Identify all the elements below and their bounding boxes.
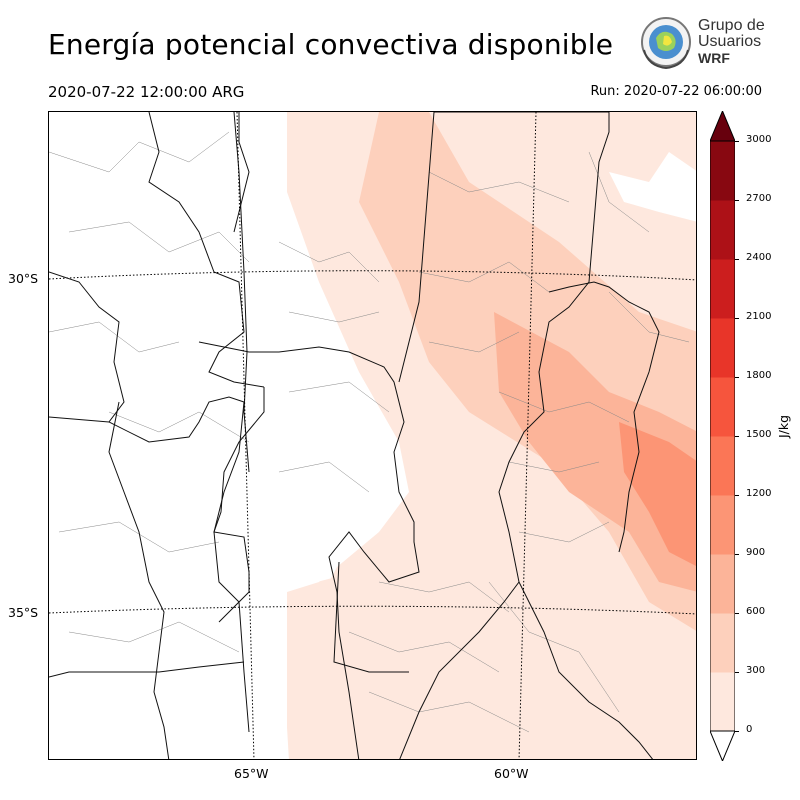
colorbar-tick-mark xyxy=(735,731,739,732)
colorbar xyxy=(710,111,735,761)
colorbar-bin xyxy=(710,318,735,378)
colorbar-tick-mark xyxy=(735,259,739,260)
lon-label-65w: 65°W xyxy=(234,766,269,781)
colorbar-bin xyxy=(710,259,735,319)
cape-field-gap xyxy=(287,112,389,592)
colorbar-bin xyxy=(710,613,735,673)
logo-emblem-icon xyxy=(641,17,691,70)
colorbar-label: J/kg xyxy=(776,414,791,438)
run-time: Run: 2020-07-22 06:00:00 xyxy=(590,84,762,99)
colorbar-bin xyxy=(710,495,735,555)
colorbar-tick-label: 1500 xyxy=(746,429,772,440)
colorbar-tick-label: 0 xyxy=(746,724,753,735)
logo-text: Grupo de Usuarios WRF xyxy=(698,17,765,67)
cape-field-900-1200 xyxy=(619,422,696,566)
colorbar-extend-min xyxy=(710,730,735,761)
colorbar-bin xyxy=(710,200,735,260)
colorbar-tick-label: 300 xyxy=(746,665,766,676)
graticule xyxy=(49,112,696,759)
lat-label-30s: 30°S xyxy=(8,271,39,286)
colorbar-outline xyxy=(710,140,735,732)
logo-line-1: Grupo de xyxy=(698,17,765,34)
lat-label-35s: 35°S xyxy=(8,605,39,620)
colorbar-tick-mark xyxy=(735,672,739,673)
colorbar-bin xyxy=(710,672,735,732)
colorbar-tick-label: 600 xyxy=(746,606,766,617)
colorbar-extend-max xyxy=(710,111,735,142)
department-boundaries xyxy=(49,131,690,733)
colorbar-tick-mark xyxy=(735,141,739,142)
cape-map xyxy=(49,112,696,759)
colorbar-tick-mark xyxy=(735,436,739,437)
colorbar-bin xyxy=(710,554,735,614)
colorbar-tick-mark xyxy=(735,495,739,496)
colorbar-tick-mark xyxy=(735,318,739,319)
page-title: Energía potencial convectiva disponible xyxy=(48,28,614,61)
cape-field-gap-east xyxy=(609,152,696,222)
colorbar-tick-label: 2400 xyxy=(746,252,772,263)
wrf-logo: Grupo de Usuarios WRF xyxy=(638,14,768,74)
cape-field-600-900 xyxy=(494,312,696,592)
cape-field-gap-north xyxy=(49,112,287,759)
colorbar-tick-label: 2700 xyxy=(746,193,772,204)
colorbar-bin xyxy=(710,436,735,496)
colorbar-tick-mark xyxy=(735,377,739,378)
lon-label-60w: 60°W xyxy=(494,766,529,781)
colorbar-tick-label: 900 xyxy=(746,547,766,558)
colorbar-tick-label: 3000 xyxy=(746,134,772,145)
logo-line-2: Usuarios xyxy=(698,33,762,50)
colorbar-bin xyxy=(710,141,735,201)
colorbar-tick-mark xyxy=(735,613,739,614)
map-panel xyxy=(48,111,697,760)
valid-time: 2020-07-22 12:00:00 ARG xyxy=(48,83,245,101)
colorbar-tick-label: 2100 xyxy=(746,311,772,322)
colorbar-tick-mark xyxy=(735,200,739,201)
colorbar-bin xyxy=(710,377,735,437)
colorbar-tick-mark xyxy=(735,554,739,555)
colorbar-tick-label: 1200 xyxy=(746,488,772,499)
logo-line-3: WRF xyxy=(698,50,730,66)
colorbar-tick-label: 1800 xyxy=(746,370,772,381)
